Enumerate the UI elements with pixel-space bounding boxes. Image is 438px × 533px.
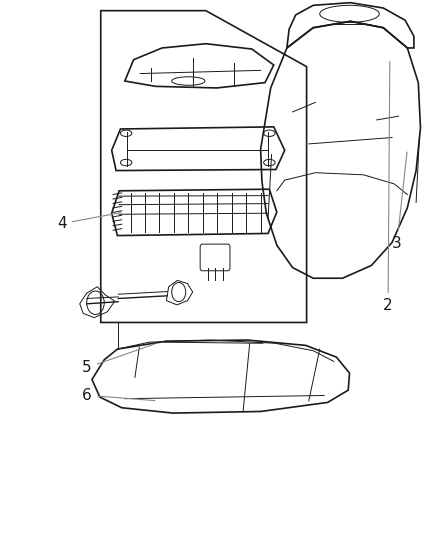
Text: 6: 6 (82, 387, 155, 403)
Text: 4: 4 (57, 213, 121, 231)
Text: 5: 5 (82, 344, 154, 375)
Text: 3: 3 (392, 152, 407, 251)
Text: 2: 2 (383, 61, 393, 313)
